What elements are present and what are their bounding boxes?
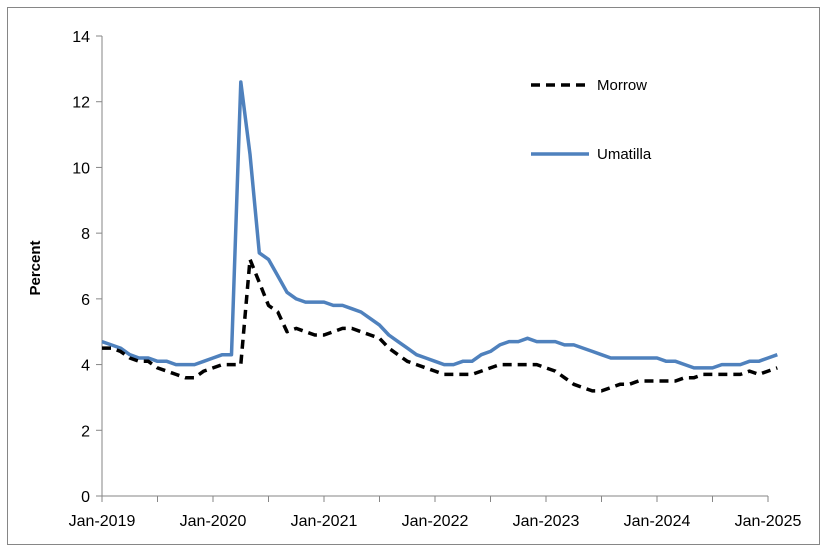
legend: Morrow Umatilla [531,77,652,163]
y-tick-label: 2 [81,423,90,440]
y-axis-title: Percent [27,240,44,295]
y-tick-label: 12 [72,95,90,112]
legend-label-umatilla: Umatilla [597,146,652,163]
y-tick-label: 10 [72,160,90,177]
tick-labels: 0 2 4 6 8 10 12 14 Jan-2019 Jan-2020 Jan-2021 Jan-2… [69,29,802,530]
x-tick-label: Jan-2023 [513,513,580,530]
series-line-umatilla [101,80,778,370]
x-tick-label: Jan-2020 [180,513,247,530]
x-tick-label: Jan-2019 [69,513,136,530]
y-tick-label: 6 [81,292,90,309]
chart-frame [7,7,820,545]
series-line-morrow [102,257,778,393]
legend-label-morrow: Morrow [597,77,647,94]
series-lines [101,80,778,393]
y-tick-label: 4 [81,358,90,375]
axes [96,35,769,502]
y-tick-label: 14 [72,29,90,46]
y-tick-label: 8 [81,226,90,243]
x-tick-label: Jan-2025 [735,513,802,530]
x-tick-label: Jan-2022 [402,513,469,530]
y-tick-label: 0 [81,489,90,506]
x-tick-label: Jan-2021 [291,513,358,530]
x-tick-label: Jan-2024 [624,513,691,530]
